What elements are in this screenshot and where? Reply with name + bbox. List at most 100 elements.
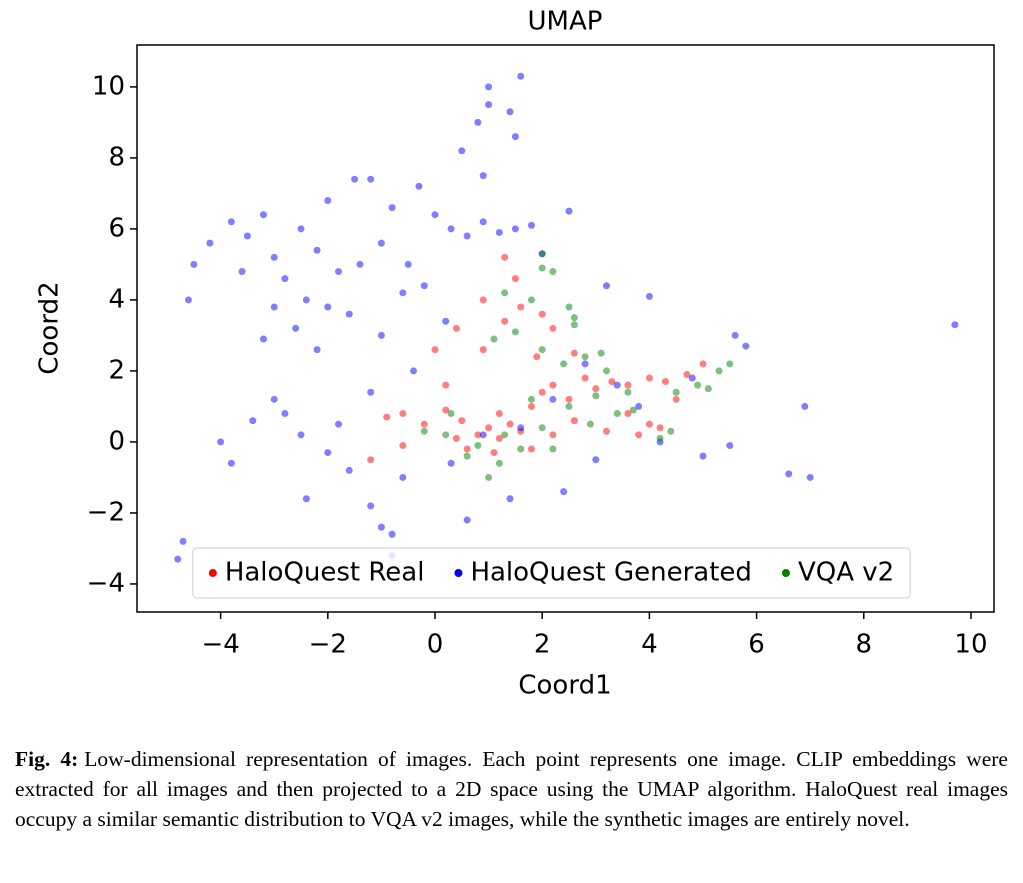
- point: [527, 395, 535, 403]
- point: [592, 456, 600, 464]
- point: [581, 360, 589, 368]
- point: [458, 417, 466, 425]
- x-axis-label: Coord1: [518, 671, 611, 701]
- point: [694, 381, 702, 389]
- x-tick-label: 6: [748, 630, 765, 660]
- point: [613, 410, 621, 418]
- point: [270, 303, 278, 311]
- point: [479, 346, 487, 354]
- point: [538, 388, 546, 396]
- point: [399, 410, 407, 418]
- point: [367, 388, 375, 396]
- point: [447, 225, 455, 233]
- point: [420, 427, 428, 435]
- point: [485, 101, 493, 109]
- point: [801, 402, 809, 410]
- point: [463, 445, 471, 453]
- point: [549, 445, 557, 453]
- point: [270, 395, 278, 403]
- point: [335, 268, 343, 276]
- point: [688, 374, 696, 382]
- point: [570, 321, 578, 329]
- point: [335, 420, 343, 428]
- point: [565, 303, 573, 311]
- point: [592, 392, 600, 400]
- point: [442, 431, 450, 439]
- y-tick-label: 8: [108, 142, 125, 172]
- point: [726, 441, 734, 449]
- point: [511, 328, 519, 336]
- point: [297, 225, 305, 233]
- caption-label: Fig. 4:: [15, 747, 79, 771]
- point: [485, 83, 493, 91]
- point: [538, 250, 546, 258]
- point: [517, 445, 525, 453]
- point: [501, 431, 509, 439]
- x-tick-label: 0: [427, 630, 444, 660]
- point: [565, 207, 573, 215]
- point: [538, 264, 546, 272]
- point: [624, 410, 632, 418]
- point: [731, 331, 739, 339]
- point: [527, 221, 535, 229]
- point: [345, 310, 353, 318]
- point: [479, 172, 487, 180]
- point: [565, 395, 573, 403]
- point: [549, 431, 557, 439]
- point: [683, 370, 691, 378]
- caption: Fig. 4: Low-dimensional representation of…: [15, 744, 1008, 834]
- point: [399, 441, 407, 449]
- x-tick-label: −4: [201, 630, 239, 660]
- point: [452, 434, 460, 442]
- point: [785, 470, 793, 478]
- point: [645, 420, 653, 428]
- axes-frame: [136, 44, 995, 613]
- point: [367, 502, 375, 510]
- point: [538, 310, 546, 318]
- point: [581, 353, 589, 361]
- point: [506, 420, 514, 428]
- point: [501, 289, 509, 297]
- point: [726, 360, 734, 368]
- point: [249, 417, 257, 425]
- y-tick-label: 4: [108, 284, 125, 314]
- legend: HaloQuest Real HaloQuest Generated VQA v2: [192, 547, 911, 599]
- point: [415, 182, 423, 190]
- point: [608, 378, 616, 386]
- point: [367, 456, 375, 464]
- point: [217, 438, 225, 446]
- point: [560, 488, 568, 496]
- point: [190, 260, 198, 268]
- point: [377, 239, 385, 247]
- chart: UMAP Coord1 Coord2 −4 −2 0 2 4 6 8 10 −4 −2 0 2 4 6 8 1…: [35, 7, 995, 701]
- point: [297, 431, 305, 439]
- plot-area: [174, 72, 959, 563]
- point: [667, 427, 675, 435]
- point: [517, 303, 525, 311]
- point: [447, 459, 455, 467]
- point: [629, 406, 637, 414]
- point: [592, 385, 600, 393]
- x-tick-label: 10: [954, 630, 987, 660]
- point: [549, 324, 557, 332]
- point: [581, 374, 589, 382]
- y-tick-label: −2: [87, 497, 125, 527]
- point: [479, 431, 487, 439]
- point: [715, 367, 723, 375]
- point: [431, 211, 439, 219]
- point: [517, 424, 525, 432]
- point: [490, 335, 498, 343]
- point: [645, 374, 653, 382]
- point: [463, 232, 471, 240]
- point: [624, 381, 632, 389]
- point: [238, 268, 246, 276]
- point: [586, 420, 594, 428]
- point: [495, 410, 503, 418]
- point: [533, 353, 541, 361]
- point: [281, 410, 289, 418]
- point: [501, 317, 509, 325]
- legend-marker: [454, 569, 463, 577]
- point: [302, 495, 310, 503]
- legend-marker: [208, 569, 217, 577]
- point: [259, 335, 267, 343]
